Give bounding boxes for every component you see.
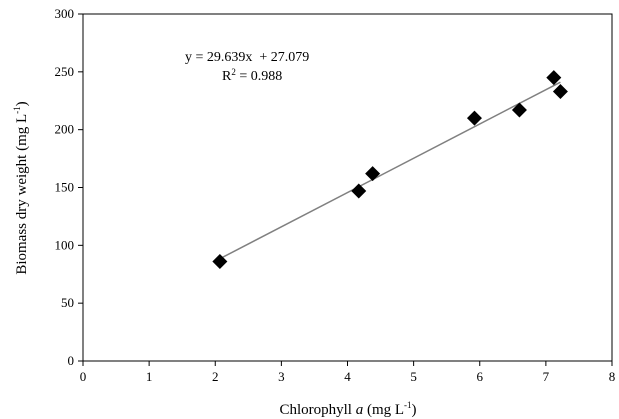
x-axis-title: Chlorophyll a (mg L-1): [279, 400, 416, 418]
y-tick-label: 0: [68, 353, 75, 368]
x-tick-label: 7: [543, 369, 550, 384]
plot-frame: [82, 13, 613, 362]
y-axis: 0 50 100 150 200 250 300: [55, 6, 83, 368]
equation-annotation: y = 29.639x + 27.079 R2 = 0.988: [185, 50, 309, 84]
r-squared-prefix: R: [222, 69, 232, 84]
data-point: [351, 183, 367, 199]
x-axis-title-close: ): [412, 402, 417, 418]
y-tick-label: 300: [55, 6, 75, 21]
y-tick-label: 100: [55, 237, 75, 252]
x-axis-title-prefix: Chlorophyll: [279, 402, 355, 418]
x-axis-title-exponent: -1: [404, 400, 412, 410]
x-axis-title-unit: (mg L: [363, 402, 404, 418]
y-tick-label: 50: [61, 295, 74, 310]
y-tick-label: 250: [55, 64, 75, 79]
x-tick-label: 3: [278, 369, 285, 384]
y-axis-title-prefix: Biomass dry weight (mg L: [14, 114, 30, 275]
x-tick-label: 4: [344, 369, 351, 384]
x-tick-label: 1: [146, 369, 153, 384]
x-tick-label: 0: [80, 369, 87, 384]
r-squared-value: = 0.988: [236, 69, 282, 84]
r-squared-superscript: 2: [231, 67, 236, 77]
x-tick-label: 2: [212, 369, 219, 384]
data-point: [552, 83, 568, 99]
x-axis: 0 1 2 3 4 5 6 7 8: [80, 361, 616, 384]
x-tick-label: 6: [477, 369, 484, 384]
y-axis-title-close: ): [14, 101, 30, 106]
r-squared-text: R2 = 0.988: [222, 67, 282, 84]
data-points-layer: [212, 70, 568, 270]
equation-text: y = 29.639x + 27.079: [185, 50, 309, 65]
plot-area: [82, 13, 613, 362]
y-tick-label: 200: [55, 122, 75, 137]
data-point: [511, 102, 527, 118]
y-axis-title: Biomass dry weight (mg L-1): [12, 101, 30, 274]
x-axis-title-italic: a: [356, 402, 364, 418]
x-tick-label: 5: [410, 369, 417, 384]
y-axis-title-exponent: -1: [12, 106, 22, 114]
trendline-layer: [219, 81, 561, 260]
x-tick-label: 8: [609, 369, 616, 384]
data-point: [365, 166, 381, 182]
data-point: [546, 70, 562, 86]
data-point: [212, 254, 228, 270]
data-point: [466, 110, 482, 126]
y-tick-label: 150: [55, 180, 75, 195]
trendline: [219, 81, 561, 260]
